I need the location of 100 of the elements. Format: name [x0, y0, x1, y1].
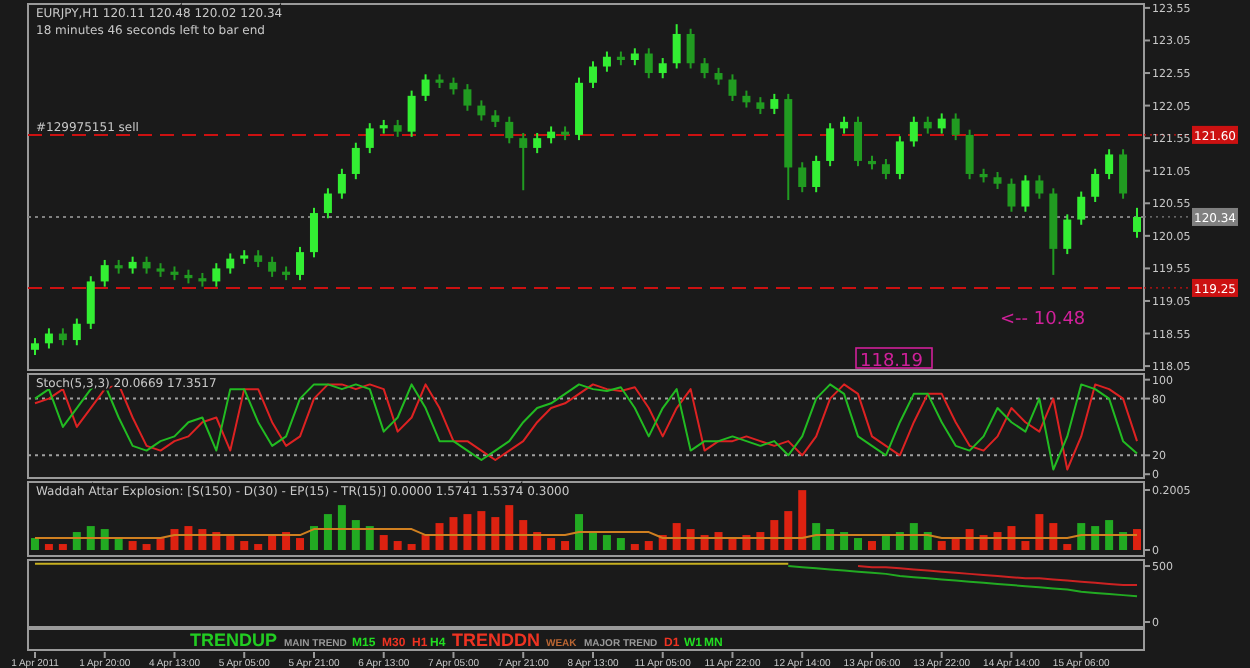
bar: [463, 514, 472, 551]
bar: [602, 535, 611, 551]
candlestick: [798, 161, 807, 194]
bar: [351, 520, 360, 551]
candlestick: [1133, 206, 1142, 239]
bar: [491, 517, 500, 551]
candlestick: [44, 327, 53, 350]
bar: [686, 529, 695, 551]
bar: [770, 520, 779, 551]
candlestick: [309, 206, 318, 259]
bar: [616, 538, 625, 551]
bar: [254, 544, 263, 551]
candlestick: [72, 317, 81, 347]
bar: [630, 544, 639, 551]
candlestick: [505, 115, 514, 145]
bar: [240, 541, 249, 551]
candlestick: [296, 245, 305, 282]
candlestick: [1077, 190, 1086, 226]
candlestick: [937, 112, 946, 135]
candlestick: [212, 262, 221, 288]
bar: [379, 535, 388, 551]
candlestick: [812, 154, 821, 194]
bar: [867, 541, 876, 551]
candlestick: [602, 50, 611, 73]
bar: [1007, 526, 1016, 551]
candlestick: [226, 252, 235, 275]
candlestick: [770, 92, 779, 116]
bar: [337, 505, 346, 551]
bar: [575, 514, 584, 551]
bar: [1091, 526, 1100, 551]
bar: [784, 511, 793, 551]
candlestick: [533, 131, 542, 155]
candlestick: [881, 158, 890, 181]
candlestick: [1021, 174, 1030, 213]
candlestick: [477, 99, 486, 122]
bar: [1035, 514, 1044, 551]
candlestick: [351, 141, 360, 181]
bar: [728, 538, 737, 551]
bar: [965, 529, 974, 551]
bar: [1077, 523, 1086, 551]
bar: [156, 538, 165, 551]
candlestick: [100, 258, 109, 288]
candlestick: [1063, 213, 1072, 256]
candlestick: [365, 122, 374, 155]
bar: [1105, 520, 1114, 551]
candlestick: [965, 128, 974, 181]
bar: [826, 529, 835, 551]
bar: [1063, 544, 1072, 551]
bar: [644, 541, 653, 551]
bar: [393, 541, 402, 551]
bar: [323, 514, 332, 551]
bar: [1133, 529, 1142, 551]
bar: [812, 523, 821, 551]
candlestick: [323, 187, 332, 220]
bar: [170, 529, 179, 551]
candlestick: [588, 60, 597, 90]
bar: [86, 526, 95, 551]
bar: [58, 544, 67, 551]
candlestick: [519, 131, 528, 192]
candlestick: [826, 122, 835, 168]
bar: [365, 526, 374, 551]
candlestick: [268, 255, 277, 278]
bar: [421, 535, 430, 551]
bar: [881, 535, 890, 551]
text: TRENDDN: [452, 630, 540, 650]
annotation: 118.19: [860, 352, 924, 372]
candlestick: [951, 112, 960, 142]
candlestick: [1007, 177, 1016, 213]
bar: [505, 505, 514, 551]
candlestick: [854, 115, 863, 168]
candlestick: [86, 275, 95, 330]
candlestick: [895, 135, 904, 181]
candlestick: [421, 73, 430, 103]
bar: [588, 532, 597, 551]
bar: [547, 538, 556, 551]
bar: [142, 544, 151, 551]
bar: [407, 544, 416, 551]
candlestick: [700, 57, 709, 80]
bar: [951, 538, 960, 551]
bar: [854, 538, 863, 551]
bar: [672, 523, 681, 551]
bar: [435, 523, 444, 551]
bar: [268, 535, 277, 551]
bar: [798, 490, 807, 551]
candlestick: [658, 57, 667, 80]
annotation: <-- 10.48: [1000, 310, 1086, 330]
bar: [937, 541, 946, 551]
bar: [128, 541, 137, 551]
candlestick: [407, 89, 416, 138]
bar: [519, 520, 528, 551]
text: TRENDUP: [190, 630, 278, 650]
bar: [296, 538, 305, 551]
bar: [1049, 523, 1058, 551]
candlestick: [686, 27, 695, 70]
bar: [909, 523, 918, 551]
bar: [477, 511, 486, 551]
bar: [100, 529, 109, 551]
bar: [184, 526, 193, 551]
line-series: [787, 565, 1139, 598]
candlestick: [337, 167, 346, 200]
